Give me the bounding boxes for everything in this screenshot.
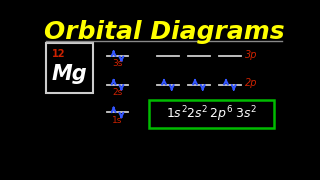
Text: Orbital Diagrams: Orbital Diagrams <box>44 20 284 44</box>
Text: 3p: 3p <box>245 50 258 60</box>
Text: $1s^2 2s^2\, 2p^6\; 3s^2$: $1s^2 2s^2\, 2p^6\; 3s^2$ <box>166 104 257 124</box>
Text: 1s: 1s <box>112 116 123 125</box>
Text: Mg: Mg <box>52 64 87 84</box>
Bar <box>148 100 274 128</box>
Text: 12: 12 <box>52 49 65 58</box>
Text: 2s: 2s <box>112 88 123 97</box>
Text: 3s: 3s <box>112 59 123 68</box>
Bar <box>46 43 93 93</box>
Text: 2p: 2p <box>245 78 258 88</box>
